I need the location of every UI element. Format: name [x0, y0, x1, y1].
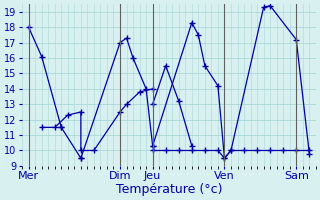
X-axis label: Température (°c): Température (°c) — [116, 183, 222, 196]
